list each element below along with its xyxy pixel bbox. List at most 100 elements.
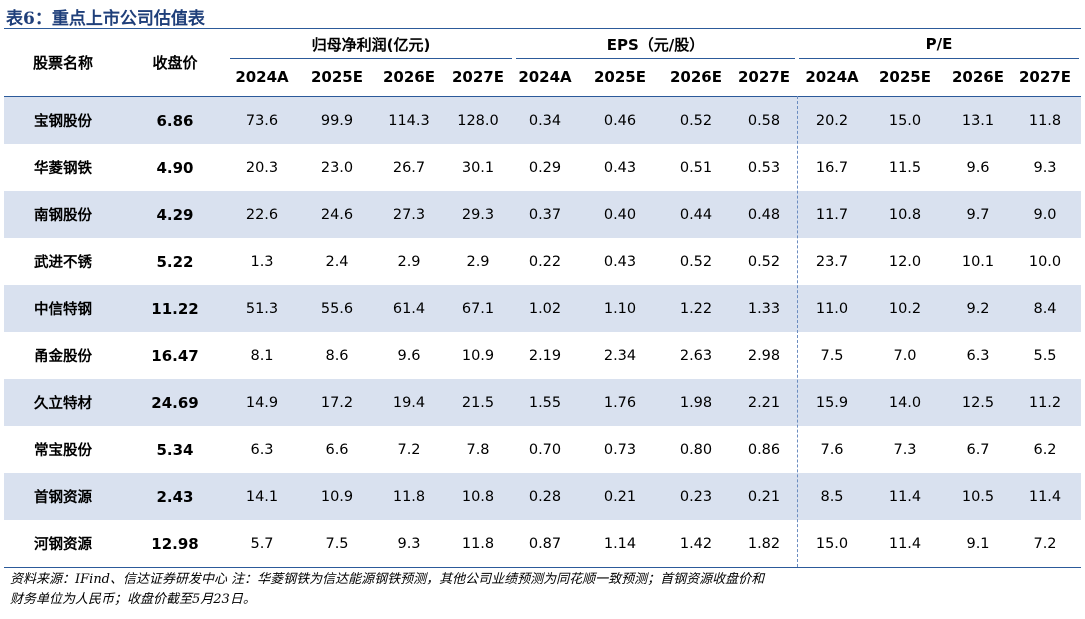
profit-value: 8.6 (325, 347, 349, 364)
title-rule (4, 28, 1081, 29)
pe-value: 12.0 (888, 253, 922, 270)
eps-value: 2.98 (747, 347, 781, 364)
stock-name: 河钢资源 (34, 537, 92, 553)
eps-value: 0.22 (528, 253, 562, 270)
eps-value: 0.28 (528, 488, 562, 505)
profit-value: 67.1 (461, 300, 495, 317)
eps-value: 1.76 (603, 394, 637, 411)
profit-value: 23.0 (320, 159, 354, 176)
eps-value: 0.52 (679, 112, 713, 129)
eps-value: 2.21 (747, 394, 781, 411)
header-year: 2027E (738, 68, 790, 86)
table-row (4, 379, 1081, 426)
pe-value: 6.7 (966, 441, 990, 458)
profit-value: 11.8 (392, 488, 426, 505)
pe-value: 11.5 (888, 159, 922, 176)
eps-value: 0.58 (747, 112, 781, 129)
pe-value: 20.2 (815, 112, 849, 129)
stock-name: 华菱钢铁 (34, 161, 92, 177)
pe-value: 8.4 (1033, 300, 1057, 317)
pe-value: 10.1 (961, 253, 995, 270)
profit-value: 5.7 (250, 535, 274, 552)
table-bottom-rule (4, 567, 1081, 568)
pe-value: 6.3 (966, 347, 990, 364)
profit-value: 8.1 (250, 347, 274, 364)
profit-value: 114.3 (388, 112, 430, 129)
source-note: 资料来源：IFind、信达证券研发中心 注：华菱钢铁为信达能源钢铁预测，其他公司… (10, 570, 1080, 610)
profit-value: 61.4 (392, 300, 426, 317)
header-group-profit: 归母净利润(亿元) (311, 35, 431, 54)
source-note-line2: 财务单位为人民币；收盘价截至5月23日。 (10, 592, 256, 607)
header-year: 2024A (235, 68, 289, 86)
pe-value: 16.7 (815, 159, 849, 176)
close-price: 2.43 (156, 487, 194, 506)
pe-value: 9.2 (966, 300, 990, 317)
pe-value: 6.2 (1033, 441, 1057, 458)
close-price: 6.86 (156, 111, 194, 130)
eps-value: 0.86 (747, 441, 781, 458)
profit-value: 30.1 (461, 159, 495, 176)
eps-value: 0.70 (528, 441, 562, 458)
profit-value: 21.5 (461, 394, 495, 411)
close-price: 24.69 (151, 393, 199, 412)
pe-value: 9.7 (966, 206, 990, 223)
eps-value: 0.73 (603, 441, 637, 458)
pe-value: 10.0 (1028, 253, 1062, 270)
header-price: 收盘价 (152, 53, 198, 72)
profit-value: 9.3 (397, 535, 421, 552)
profit-value: 19.4 (392, 394, 426, 411)
header-year: 2024A (805, 68, 859, 86)
table-row (4, 285, 1081, 332)
pe-value: 7.5 (820, 347, 844, 364)
pe-value: 11.8 (1028, 112, 1062, 129)
profit-value: 128.0 (457, 112, 499, 129)
pe-value: 7.2 (1033, 535, 1057, 552)
stock-name: 南钢股份 (34, 208, 92, 224)
pe-value: 7.0 (893, 347, 917, 364)
eps-value: 0.48 (747, 206, 781, 223)
profit-value: 7.5 (325, 535, 349, 552)
eps-value: 0.29 (528, 159, 562, 176)
pe-value: 10.8 (888, 206, 922, 223)
pe-value: 15.0 (815, 535, 849, 552)
pe-value: 7.3 (893, 441, 917, 458)
pe-value: 10.2 (888, 300, 922, 317)
profit-value: 9.6 (397, 347, 421, 364)
eps-value: 1.10 (603, 300, 637, 317)
pe-value: 12.5 (961, 394, 995, 411)
profit-value: 7.8 (466, 441, 490, 458)
profit-value: 10.8 (461, 488, 495, 505)
header-group-eps: EPS（元/股） (606, 35, 705, 54)
eps-value: 0.87 (528, 535, 562, 552)
eps-value: 0.52 (747, 253, 781, 270)
pe-value: 11.4 (888, 488, 922, 505)
eps-value: 1.33 (747, 300, 781, 317)
stock-name: 武进不锈 (34, 255, 92, 271)
profit-value: 24.6 (320, 206, 354, 223)
close-price: 5.22 (156, 252, 194, 271)
stock-name: 久立特材 (34, 396, 92, 412)
profit-value: 6.3 (250, 441, 274, 458)
profit-value: 27.3 (392, 206, 426, 223)
eps-value: 0.37 (528, 206, 562, 223)
pe-value: 10.5 (961, 488, 995, 505)
eps-value: 0.21 (747, 488, 781, 505)
pe-value: 9.0 (1033, 206, 1057, 223)
pe-value: 14.0 (888, 394, 922, 411)
header-year: 2025E (594, 68, 646, 86)
profit-value: 10.9 (461, 347, 495, 364)
pe-value: 11.7 (815, 206, 849, 223)
profit-value: 55.6 (320, 300, 354, 317)
profit-value: 1.3 (250, 253, 274, 270)
close-price: 4.29 (156, 205, 194, 224)
profit-value: 2.4 (325, 253, 349, 270)
pe-value: 15.9 (815, 394, 849, 411)
pe-value: 11.4 (888, 535, 922, 552)
pe-value: 11.0 (815, 300, 849, 317)
source-note-line1: 资料来源：IFind、信达证券研发中心 注：华菱钢铁为信达能源钢铁预测，其他公司… (10, 572, 765, 587)
group-underline (230, 58, 512, 59)
header-year: 2026E (670, 68, 722, 86)
table-row (4, 473, 1081, 520)
eps-value: 0.23 (679, 488, 713, 505)
stock-name: 中信特钢 (34, 302, 92, 318)
